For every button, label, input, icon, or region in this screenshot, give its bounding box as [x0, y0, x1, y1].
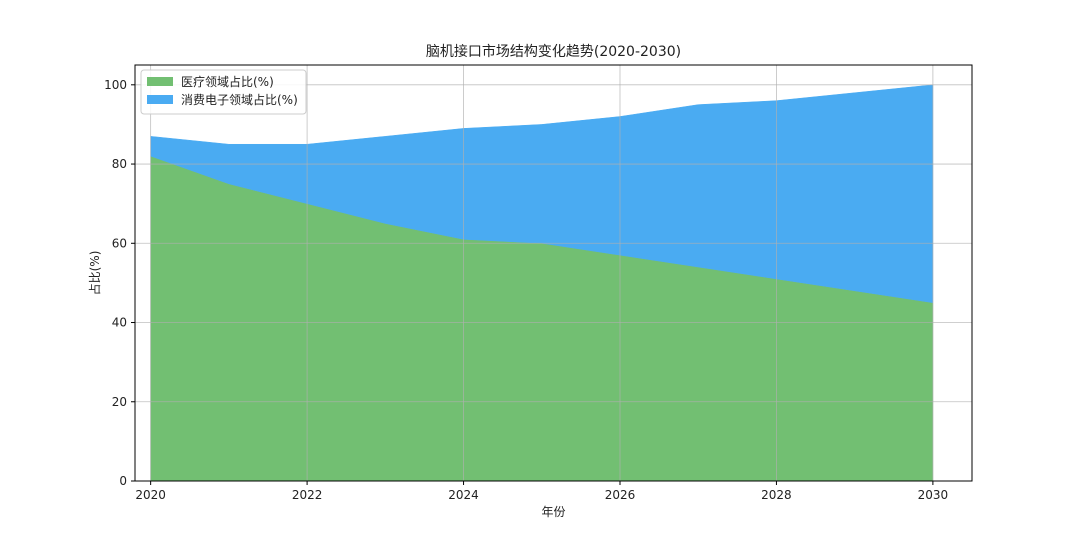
y-axis-label: 占比(%) — [87, 251, 102, 296]
legend-label-medical: 医疗领域占比(%) — [181, 74, 274, 89]
x-tick-label: 2022 — [292, 488, 323, 502]
y-tick-label: 20 — [112, 395, 127, 409]
x-tick-label: 2030 — [918, 488, 949, 502]
y-tick-label: 100 — [104, 78, 127, 92]
x-tick-label: 2026 — [605, 488, 636, 502]
x-tick-label: 2028 — [761, 488, 792, 502]
legend-label-consumer: 消费电子领域占比(%) — [181, 92, 298, 107]
y-tick-label: 60 — [112, 236, 127, 250]
legend: 医疗领域占比(%) 消费电子领域占比(%) — [140, 69, 307, 115]
y-tick-label: 0 — [119, 474, 127, 488]
x-tick-label: 2024 — [448, 488, 479, 502]
y-tick-label: 80 — [112, 157, 127, 171]
legend-swatch-consumer — [147, 95, 173, 104]
x-axis-label: 年份 — [541, 505, 565, 519]
legend-box — [140, 69, 307, 115]
legend-swatch-medical — [147, 77, 173, 86]
plot-frame — [134, 64, 973, 482]
axes-layer: 2020 2022 2024 2026 2028 2030 0 20 40 60 80 100 — [104, 64, 973, 502]
x-tick-label: 2020 — [135, 488, 166, 502]
y-tick-label: 40 — [112, 316, 127, 330]
chart-title: 脑机接口市场结构变化趋势(2020-2030) — [426, 43, 681, 60]
area-layer — [150, 84, 934, 482]
